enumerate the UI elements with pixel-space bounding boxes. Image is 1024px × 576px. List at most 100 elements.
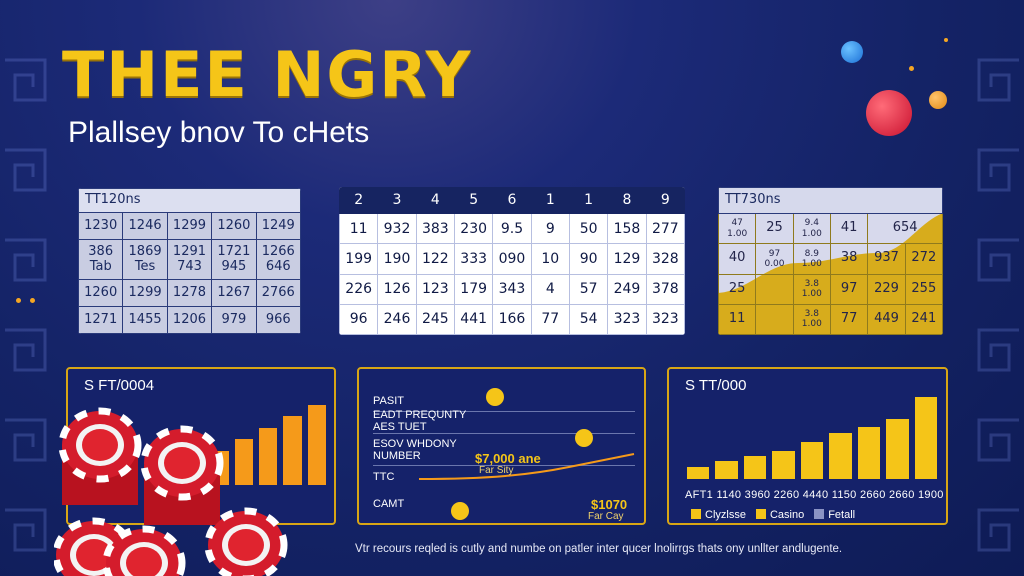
legend-item: Fetall <box>814 509 855 521</box>
table-cell: 57 <box>568 273 609 305</box>
table-cell: 937 <box>867 243 906 275</box>
page-title: THEE NGRY <box>62 38 473 111</box>
small-dot <box>944 38 948 42</box>
chart-bar <box>259 427 278 485</box>
table-cell: 40 <box>718 243 757 275</box>
table-cell: 199 <box>339 243 379 275</box>
chart-bar <box>857 427 881 479</box>
table-cell: 979 <box>211 306 257 334</box>
chart-bar <box>772 451 795 479</box>
data-point <box>575 429 593 447</box>
value-label: $1070 <box>591 497 628 512</box>
table-cell: 4 <box>530 273 570 305</box>
red-orb <box>866 90 912 136</box>
data-point <box>486 388 504 406</box>
table-cell: 38 <box>829 243 869 275</box>
table-title: TT730ns <box>718 187 943 214</box>
background-pattern-left <box>5 58 47 552</box>
table-cell: 241 <box>904 303 943 335</box>
table-cell: 1230 <box>78 212 124 240</box>
table-cell: 25 <box>718 273 757 305</box>
legend-item: Casino <box>755 509 805 521</box>
table-cell: 333 <box>453 243 494 275</box>
table-cell: 255 <box>904 273 943 305</box>
value-sublabel: Far Sity <box>479 465 514 476</box>
column-header: 8 <box>607 187 647 214</box>
table-cell: 96 <box>339 303 379 335</box>
table-row: 96 246 245 441 166 77 54 323 323 <box>339 303 685 335</box>
table-cell: 1455 <box>122 306 168 334</box>
table-cell: 122 <box>415 243 455 275</box>
table-cell: 441 <box>453 303 494 335</box>
chart-label: EADT PREQUNTY AES TUET <box>373 409 467 434</box>
column-header: 5 <box>453 187 494 214</box>
table-row: 1230 1246 1299 1260 1249 <box>78 212 301 240</box>
table-cell: 123 <box>415 273 455 305</box>
table-cell: 179 <box>453 273 494 305</box>
legend-label: Clyzlsse <box>705 509 746 521</box>
legend-label: Casino <box>769 509 805 521</box>
blue-orb <box>841 41 863 63</box>
table-cell: 272 <box>904 243 943 275</box>
table-row: 47 1.00 25 9.4 1.00 41 654 <box>718 212 943 245</box>
legend-swatch <box>755 509 766 519</box>
table-cell: 1267 <box>211 279 257 307</box>
table-cell: 1249 <box>255 212 301 240</box>
footer-note: Vtr recours reqled is cutly and numbe on… <box>355 543 843 555</box>
panel-line-chart-middle: PASIT EADT PREQUNTY AES TUET ESOV WHDONY… <box>357 367 646 525</box>
small-dot <box>16 298 21 303</box>
stats-table-right: TT730ns 47 1.00 25 9.4 1.00 41 654 40 97… <box>718 187 943 335</box>
table-cell: 378 <box>645 273 685 305</box>
table-row: 226 126 123 179 343 4 57 249 378 <box>339 273 685 305</box>
table-cell: 77 <box>530 303 570 335</box>
table-cell: 10 <box>530 243 570 275</box>
chart-legend: Clyzlsse Casino Fetall <box>691 509 855 521</box>
table-row: 199 190 122 333 090 10 90 129 328 <box>339 243 685 275</box>
table-cell: 449 <box>867 303 906 335</box>
chart-bar <box>687 467 710 479</box>
table-cell: 2766 <box>255 279 301 307</box>
table-cell: 1869 Tes <box>122 239 168 280</box>
column-header: 4 <box>415 187 455 214</box>
table-row: 25 3.8 1.00 97 229 255 <box>718 273 943 305</box>
chart-bar <box>715 461 738 479</box>
table-cell: 230 <box>453 212 494 245</box>
table-cell: 158 <box>607 212 647 245</box>
table-cell: 245 <box>415 303 455 335</box>
small-dot <box>909 66 914 71</box>
table-cell: 1266 646 <box>255 239 301 280</box>
table-cell: 1260 <box>211 212 257 240</box>
table-row: 1271 1455 1206 979 966 <box>78 306 301 334</box>
table-cell: 97 <box>829 273 869 305</box>
panel-title: S FT/0004 <box>84 377 155 394</box>
chart-label: CAMT <box>373 498 405 510</box>
table-cell: 229 <box>867 273 906 305</box>
table-cell: 1246 <box>122 212 168 240</box>
column-header: 1 <box>568 187 609 214</box>
grid-line <box>373 411 635 412</box>
table-cell: 9.4 1.00 <box>792 212 831 245</box>
table-cell: 1299 <box>166 212 213 240</box>
chart-label: PASIT <box>373 395 404 407</box>
table-cell: 932 <box>377 212 417 245</box>
table-cell: 1721 945 <box>211 239 257 280</box>
table-row: 1260 1299 1278 1267 2766 <box>78 279 301 307</box>
table-cell: 343 <box>492 273 532 305</box>
table-cell <box>755 273 794 305</box>
table-cell: 246 <box>377 303 417 335</box>
table-cell: 383 <box>415 212 455 245</box>
trend-line <box>418 453 635 480</box>
background-pattern-right <box>977 58 1019 552</box>
panel-bar-chart-right: S TT/000 AFT1 1140 3960 2260 4440 1150 2… <box>667 367 948 525</box>
chart-bar <box>886 419 909 479</box>
table-cell: 190 <box>377 243 417 275</box>
table-cell: 654 <box>867 212 943 245</box>
table-cell: 1278 <box>166 279 213 307</box>
table-cell: 54 <box>568 303 609 335</box>
column-header: 2 <box>339 187 379 214</box>
table-cell: 9 <box>530 212 570 245</box>
chart-label: TTC <box>373 471 395 483</box>
table-cell: 1299 <box>122 279 168 307</box>
chart-bar <box>914 397 937 479</box>
table-cell: 25 <box>755 212 794 245</box>
